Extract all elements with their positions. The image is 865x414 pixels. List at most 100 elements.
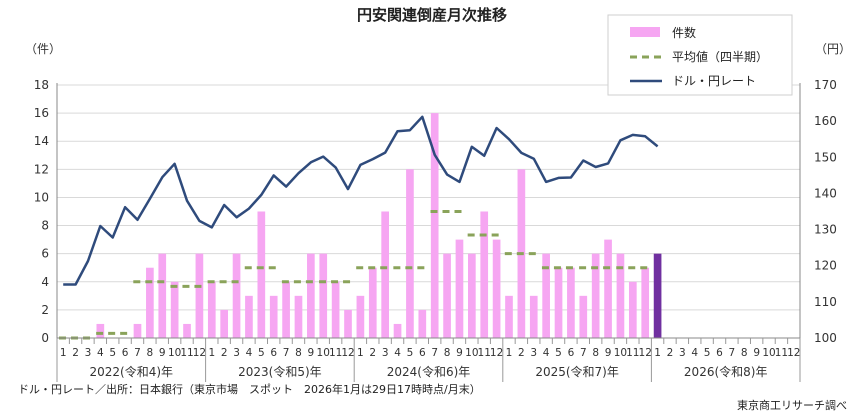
y-left-tick-label: 0 xyxy=(41,331,49,345)
x-month-label: 8 xyxy=(295,347,302,359)
count-bar xyxy=(604,239,612,338)
x-year-label: 2024(令和6)年 xyxy=(387,364,471,379)
x-month-label: 7 xyxy=(431,347,438,359)
y-left-ticks: 0 2 4 6 8 10 12 14 16 18 xyxy=(34,78,49,345)
count-bar xyxy=(133,323,142,338)
count-bar xyxy=(443,253,451,338)
y-right-tick-label: 110 xyxy=(814,295,837,309)
count-bar xyxy=(567,267,575,338)
count-bar xyxy=(430,113,439,338)
count-bar xyxy=(96,323,105,338)
x-month-label: 1 xyxy=(654,347,661,359)
y-left-tick-label: 4 xyxy=(41,275,49,289)
y-right-tick-label: 170 xyxy=(814,78,837,92)
x-month-label: 7 xyxy=(283,347,290,359)
x-month-label: 2 xyxy=(72,347,79,359)
x-month-label: 10 xyxy=(465,347,478,359)
y-left-tick-label: 18 xyxy=(34,78,49,92)
x-month-label: 5 xyxy=(407,347,414,359)
x-year-label: 2022(令和4)年 xyxy=(90,364,174,379)
chart-title: 円安関連倒産月次推移 xyxy=(357,6,507,24)
x-month-label: 5 xyxy=(109,347,116,359)
count-bar xyxy=(158,253,167,338)
y-left-tick-label: 2 xyxy=(41,303,49,317)
footer-credit: 東京商工リサーチ調べ xyxy=(737,398,847,412)
x-month-label: 5 xyxy=(704,347,711,359)
x-month-label: 1 xyxy=(208,347,215,359)
x-month-ticks: 1 2 3 4 5 6 7 8 9 10 11 12 1 2 3 4 5 6 7 8 9 10 11 12 1 2 3 4 5 6 7 8 9 1… xyxy=(60,347,801,359)
legend-label-average: 平均値（四半期） xyxy=(672,49,768,64)
count-bar xyxy=(195,253,204,338)
x-month-label: 8 xyxy=(741,347,748,359)
count-bar xyxy=(505,295,513,338)
y-left-tick-label: 14 xyxy=(34,134,49,148)
x-month-label: 7 xyxy=(134,347,141,359)
count-bar xyxy=(294,295,303,338)
count-bar xyxy=(183,323,191,338)
x-month-label: 1 xyxy=(357,347,364,359)
count-bar xyxy=(393,323,402,338)
y-right-unit-label: （円） xyxy=(815,42,851,56)
y-left-tick-label: 6 xyxy=(41,247,49,261)
x-month-label: 10 xyxy=(614,347,627,359)
x-month-label: 11 xyxy=(626,347,639,359)
count-bar xyxy=(542,253,550,338)
count-bar xyxy=(269,295,278,338)
x-month-label: 3 xyxy=(679,347,686,359)
count-bar xyxy=(368,267,377,338)
legend-label-rate: ドル・円レート xyxy=(672,74,756,88)
x-month-label: 7 xyxy=(580,347,587,359)
x-month-label: 9 xyxy=(456,347,463,359)
count-bar xyxy=(207,281,216,338)
count-bar xyxy=(455,239,464,338)
x-year-labels: 2022(令和4)年 2023(令和5)年 2024(令和6)年 2025(令和7)年… xyxy=(90,364,768,379)
count-bar xyxy=(331,281,340,338)
y-left-tick-label: 10 xyxy=(34,190,49,204)
grid xyxy=(57,84,800,311)
count-bar xyxy=(245,295,253,338)
x-month-label: 11 xyxy=(478,347,491,359)
x-month-label: 3 xyxy=(530,347,537,359)
count-bar xyxy=(468,253,476,338)
x-month-label: 1 xyxy=(506,347,513,359)
count-bar xyxy=(220,309,229,338)
y-left-tick-label: 12 xyxy=(34,162,49,176)
x-month-label: 2 xyxy=(518,347,525,359)
x-month-label: 5 xyxy=(555,347,562,359)
x-month-label: 12 xyxy=(193,347,206,359)
y-left-unit-label: （件） xyxy=(25,42,61,56)
legend: 件数 平均値（四半期） ドル・円レート xyxy=(607,14,793,96)
count-bar xyxy=(653,253,662,338)
x-year-label: 2026(令和8)年 xyxy=(684,364,768,379)
x-month-label: 6 xyxy=(122,347,129,359)
x-month-label: 11 xyxy=(775,347,788,359)
y-right-tick-label: 120 xyxy=(814,259,837,273)
x-month-label: 10 xyxy=(762,347,775,359)
x-month-label: 4 xyxy=(691,347,698,359)
count-bar xyxy=(492,239,501,338)
count-bar xyxy=(170,281,179,338)
y-right-tick-label: 150 xyxy=(814,150,837,164)
y-right-ticks: 100 110 120 130 140 150 160 170 xyxy=(814,78,837,345)
count-bar xyxy=(257,211,266,338)
x-month-label: 8 xyxy=(444,347,451,359)
x-month-label: 4 xyxy=(246,347,253,359)
x-month-label: 4 xyxy=(394,347,401,359)
x-month-label: 6 xyxy=(419,347,426,359)
x-month-label: 3 xyxy=(233,347,240,359)
x-month-label: 9 xyxy=(605,347,612,359)
x-month-label: 1 xyxy=(60,347,67,359)
x-month-label: 3 xyxy=(85,347,92,359)
count-bar xyxy=(282,281,290,338)
x-month-label: 8 xyxy=(147,347,154,359)
x-year-label: 2025(令和7)年 xyxy=(535,364,619,379)
count-bar xyxy=(307,253,315,338)
count-bar xyxy=(529,295,538,338)
count-bar xyxy=(344,309,352,338)
y-right-tick-label: 100 xyxy=(814,331,837,345)
x-month-label: 6 xyxy=(270,347,277,359)
count-bar xyxy=(591,253,600,338)
x-month-label: 9 xyxy=(308,347,315,359)
x-month-label: 7 xyxy=(729,347,736,359)
count-bar xyxy=(641,267,650,338)
